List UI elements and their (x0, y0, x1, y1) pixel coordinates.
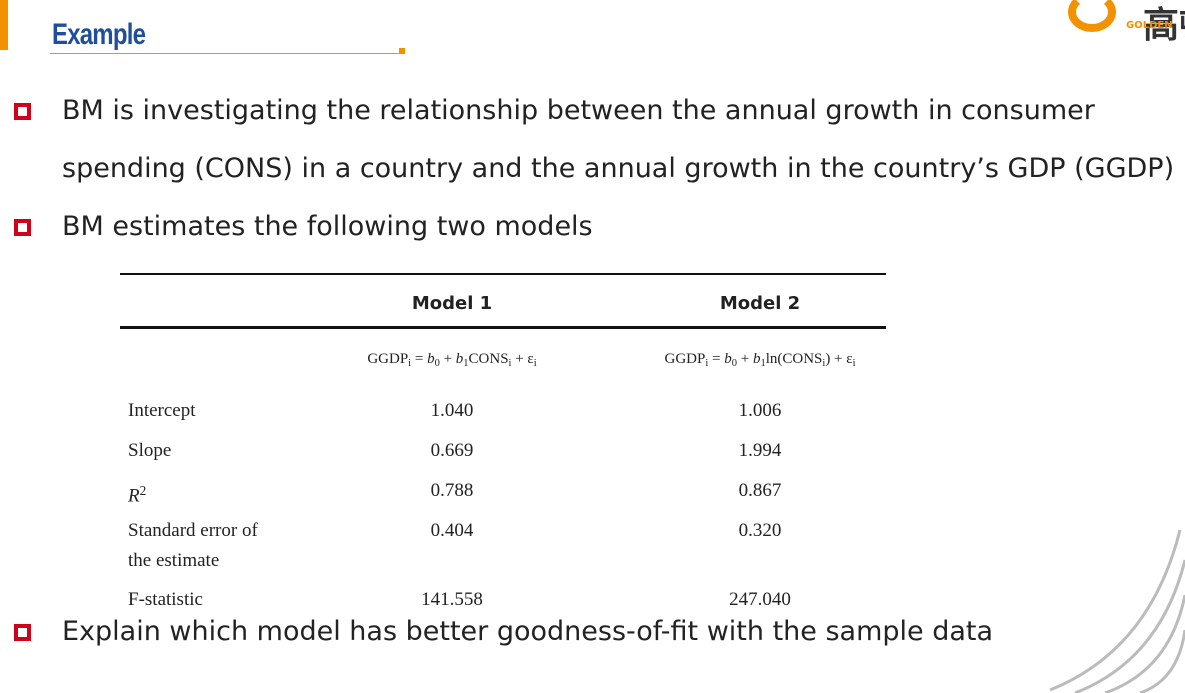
text-run: the estimate (128, 550, 220, 571)
text-run: i (705, 358, 709, 370)
column-header: Model 1 (411, 293, 493, 314)
text-run: b (752, 351, 761, 367)
text-run: 2 (139, 483, 147, 498)
model-formula: GGDPi = b0 + b1CONSi + εi (302, 351, 602, 369)
title-rule (50, 53, 400, 54)
question-text: Explain which model has better goodness-… (62, 616, 994, 647)
table-cell: 0.788 (430, 480, 474, 501)
table-cell: 247.040 (729, 589, 791, 610)
text-run: Slope (128, 440, 172, 461)
row-label: F-statistic (128, 585, 203, 615)
table-cell: 0.404 (430, 520, 474, 541)
text-run: + (439, 351, 456, 367)
text-run: + (736, 351, 753, 367)
table-cell: 0.320 (738, 520, 782, 541)
table-cell: 1.006 (738, 400, 782, 421)
stripe (1104, 594, 1185, 693)
text-run: CONS (468, 351, 509, 367)
text-run: R (128, 485, 140, 507)
text-run: b (427, 351, 435, 367)
text-run: Standard error of (128, 520, 258, 541)
logo-mark: 高顿 (1143, 0, 1185, 48)
column-header: Model 2 (719, 293, 801, 314)
table-cell: 1.040 (430, 400, 474, 421)
text-run: i (533, 358, 537, 370)
text-run: ln(CONS (765, 351, 823, 367)
row-label: Slope (128, 436, 171, 466)
text-run: i (852, 358, 856, 370)
text-run: 1 (760, 358, 766, 370)
text-run: = (708, 351, 725, 367)
logo-icon (1068, 0, 1116, 32)
text-run: GGDP (367, 351, 409, 367)
row-label: R2 (128, 476, 146, 512)
logo-brand: GOLDEN (1126, 20, 1173, 31)
table-cell: 0.867 (738, 480, 782, 501)
text-run: 0 (731, 358, 737, 370)
bullet-marker (14, 624, 31, 641)
bullet-text: BM estimates the following two models (62, 211, 593, 242)
model-formula: GGDPi = b0 + b1ln(CONSi) + εi (610, 351, 910, 369)
bullet-marker (14, 103, 31, 120)
text-run: b (724, 351, 732, 367)
text-run: i (408, 358, 412, 370)
logo-text: 高顿 (1142, 5, 1185, 46)
bullet-marker (14, 219, 31, 236)
slide-title: Example (52, 18, 146, 51)
text-run: ) + ε (825, 351, 853, 367)
text-run: Intercept (128, 400, 196, 421)
text-run: + ε (511, 351, 534, 367)
bullet-text: spending (CONS) in a country and the ann… (62, 153, 1175, 184)
text-run: 1 (463, 358, 469, 370)
bullet-text: BM is investigating the relationship bet… (62, 95, 1095, 126)
accent-bar (0, 0, 8, 50)
header-rule (120, 326, 886, 329)
text-run: GGDP (664, 351, 706, 367)
stripe (1049, 529, 1182, 692)
text-run: i (508, 358, 512, 370)
table-cell: 0.669 (430, 440, 474, 461)
text-run: F-statistic (128, 589, 203, 610)
row-label: Standard error of the estimate (128, 516, 258, 576)
text-run: 0 (434, 358, 440, 370)
stripe (1139, 629, 1185, 693)
title-dot (399, 48, 405, 54)
row-label: Intercept (128, 396, 196, 426)
top-rule (120, 273, 886, 275)
table-cell: 1.994 (738, 440, 782, 461)
text-run: i (822, 358, 826, 370)
stripe (1074, 559, 1185, 693)
text-run: b (455, 351, 464, 367)
text-run: = (411, 351, 428, 367)
decor-stripes (1049, 529, 1185, 693)
table-cell: 141.558 (421, 589, 483, 610)
